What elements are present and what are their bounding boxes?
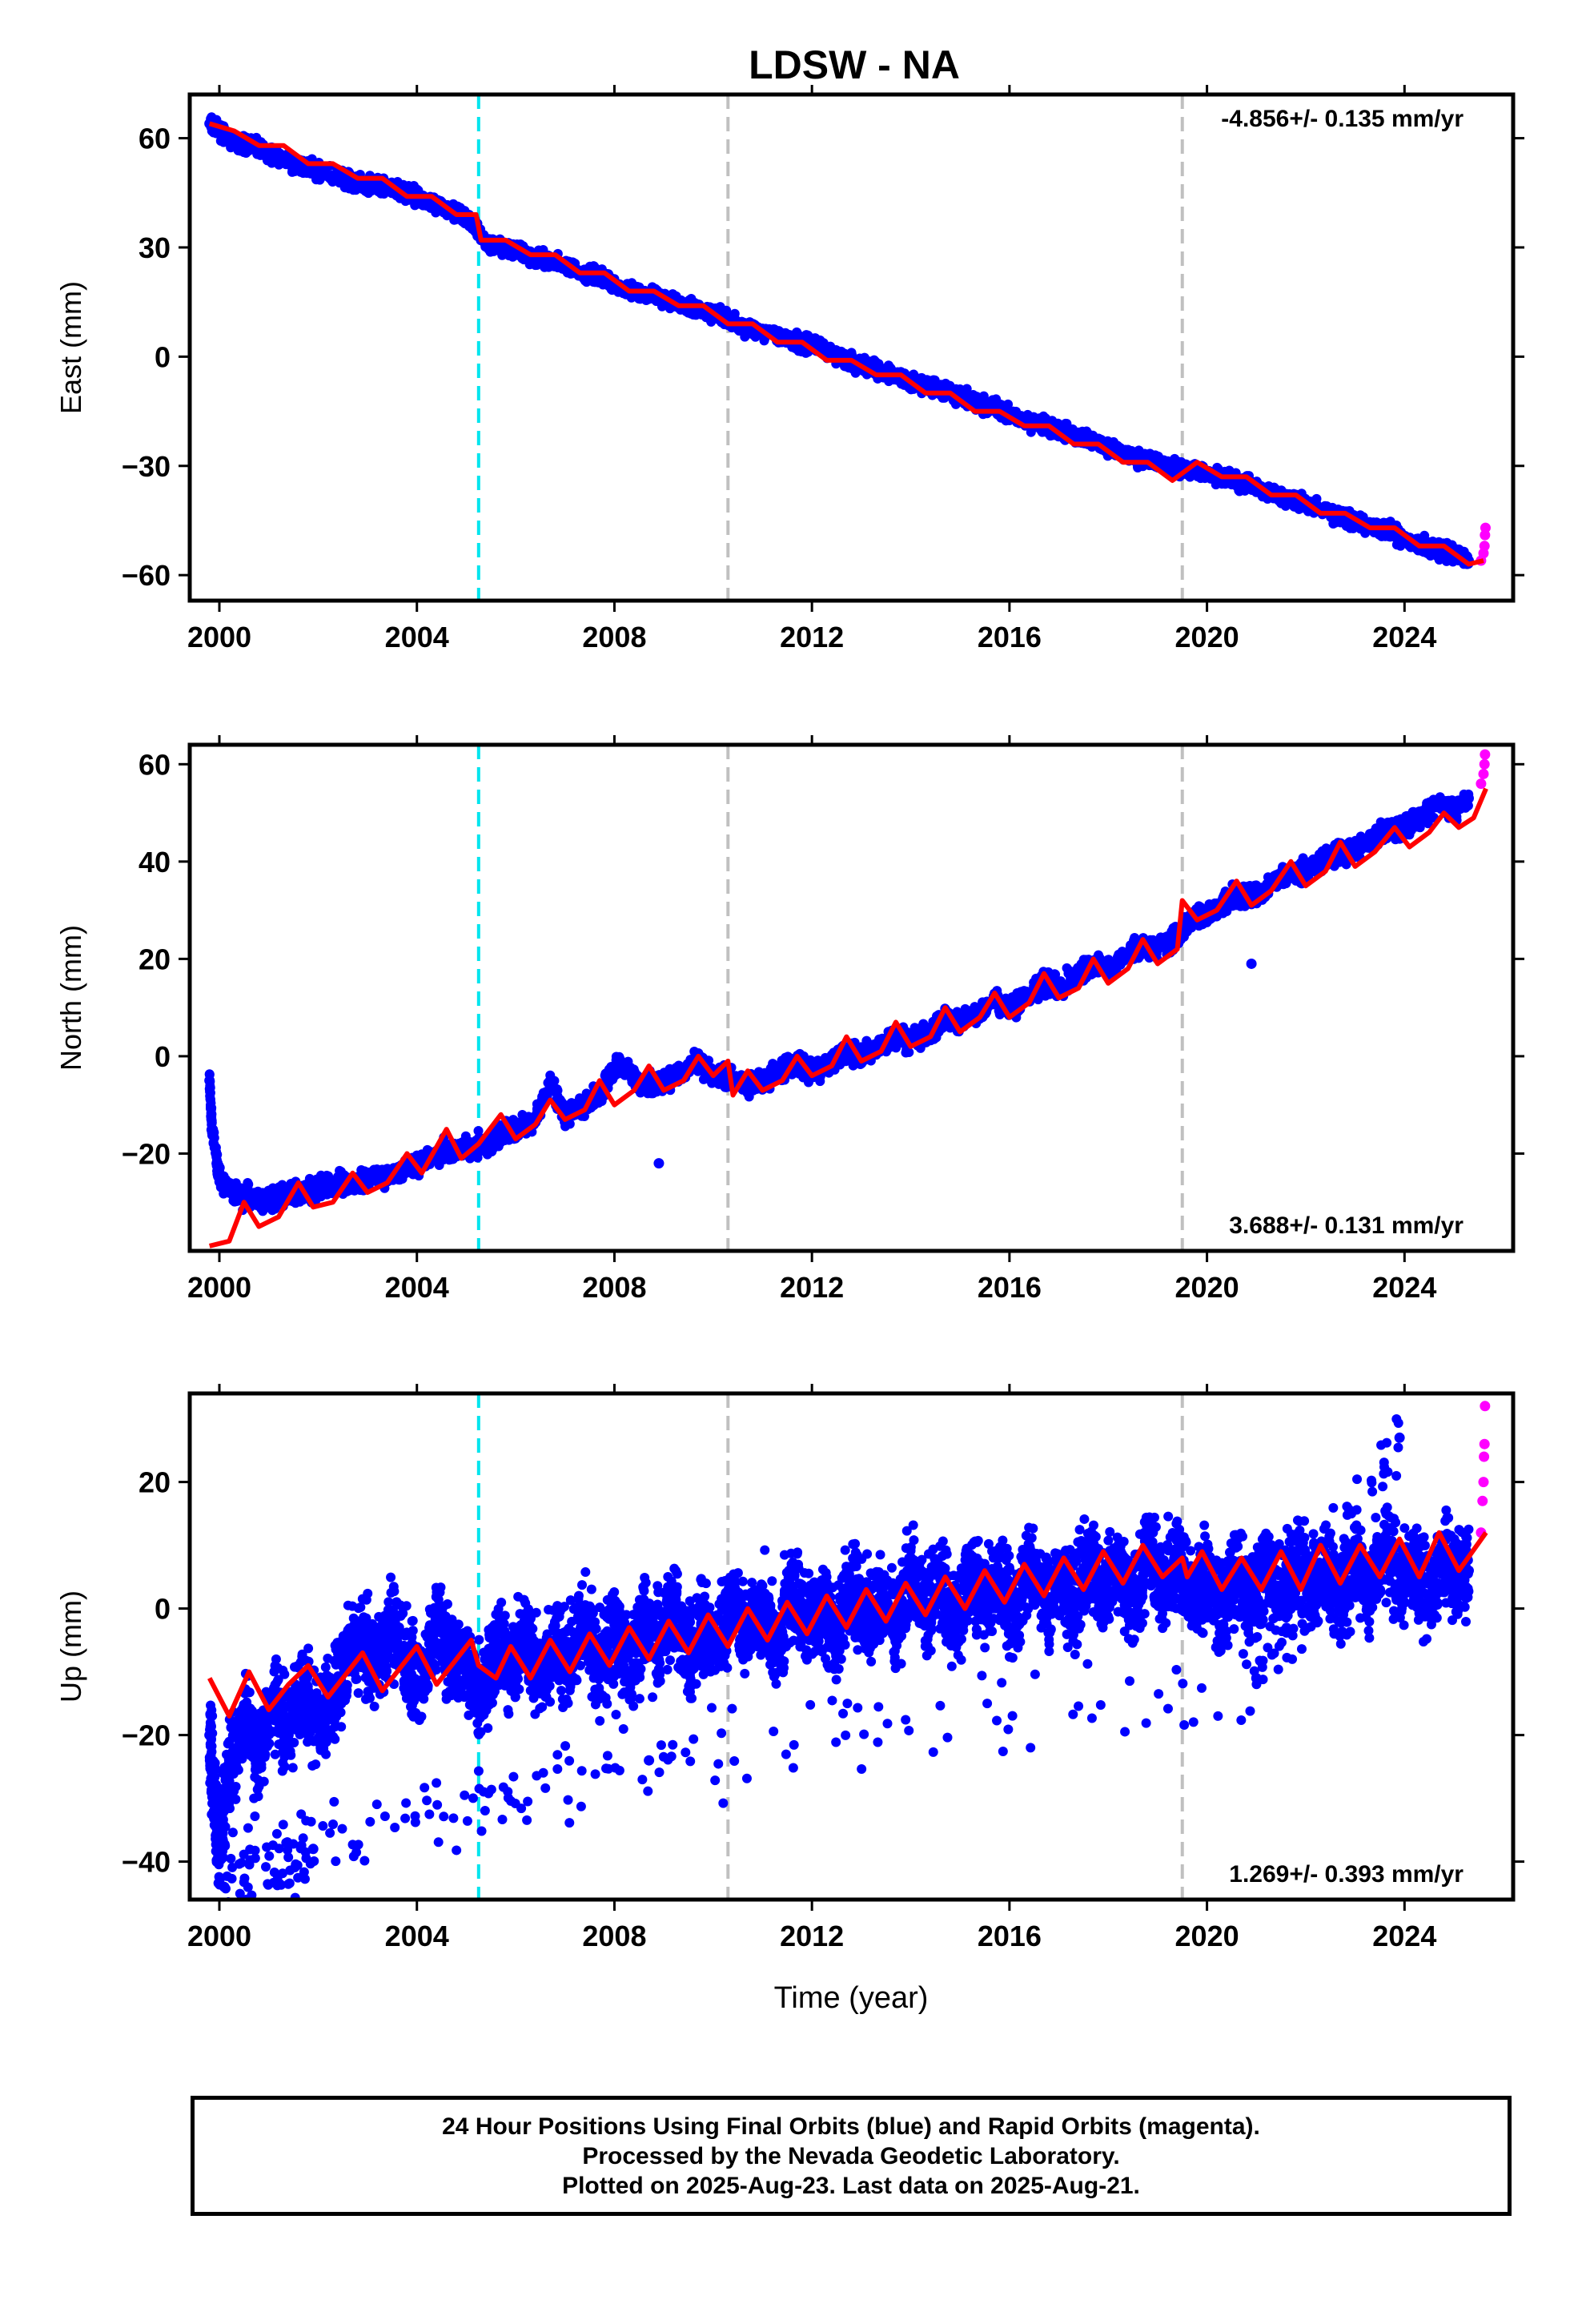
final-point bbox=[909, 369, 919, 380]
y-tick-label: −30 bbox=[122, 450, 171, 483]
rapid-orbit-series bbox=[1476, 522, 1491, 566]
final-point bbox=[1441, 556, 1452, 566]
final-point bbox=[1358, 512, 1368, 522]
final-point bbox=[869, 355, 879, 365]
rapid-point bbox=[1479, 541, 1490, 552]
y-axis-label: East (mm) bbox=[54, 281, 87, 414]
final-point bbox=[1236, 479, 1247, 490]
x-tick-label: 2012 bbox=[780, 621, 844, 653]
final-point bbox=[318, 165, 329, 176]
y-tick-label: 60 bbox=[139, 123, 171, 155]
final-point bbox=[496, 242, 507, 253]
final-point bbox=[204, 1084, 215, 1094]
final-point bbox=[544, 256, 556, 267]
final-point bbox=[783, 1051, 793, 1062]
panel-frame bbox=[187, 92, 1516, 603]
model-fit-line bbox=[208, 121, 1484, 567]
final-point bbox=[229, 136, 240, 147]
final-point bbox=[1293, 500, 1303, 510]
final-point bbox=[974, 398, 986, 409]
rapid-point bbox=[1480, 522, 1491, 533]
final-point bbox=[243, 1177, 253, 1188]
final-point bbox=[967, 393, 978, 404]
final-point bbox=[520, 1117, 530, 1128]
x-tick-label: 2000 bbox=[187, 621, 251, 653]
final-point bbox=[744, 1092, 754, 1102]
final-point bbox=[1073, 431, 1084, 442]
final-point bbox=[933, 380, 943, 391]
final-point bbox=[340, 183, 351, 193]
panels: 2000 2004 2008 2012 2016 2020 2024 60 30 0 −30 −60 E… bbox=[54, 85, 1524, 1952]
final-point bbox=[206, 1104, 216, 1114]
chart-title: LDSW - NA bbox=[749, 42, 960, 87]
plot-area-east bbox=[204, 94, 1491, 601]
final-point bbox=[219, 137, 229, 147]
x-tick-label: 2016 bbox=[978, 621, 1042, 653]
final-point-cloud bbox=[204, 789, 1474, 1216]
final-point bbox=[211, 1152, 222, 1162]
final-point bbox=[721, 305, 732, 316]
plot-area-north bbox=[204, 745, 1491, 1251]
y-tick-label: −60 bbox=[122, 559, 171, 592]
final-point bbox=[619, 1063, 629, 1074]
final-point bbox=[288, 158, 299, 169]
final-point bbox=[941, 378, 951, 388]
final-point bbox=[482, 1149, 492, 1160]
final-point bbox=[205, 1094, 215, 1104]
final-point bbox=[748, 329, 758, 340]
final-point bbox=[356, 1165, 367, 1176]
final-point bbox=[797, 1071, 808, 1081]
final-point bbox=[337, 173, 348, 184]
final-point-cloud bbox=[205, 112, 1474, 569]
final-point bbox=[211, 1142, 221, 1152]
final-point bbox=[826, 348, 837, 359]
y-tick-label: 0 bbox=[155, 340, 171, 373]
x-tick-label: 2008 bbox=[582, 621, 646, 653]
final-point bbox=[1328, 519, 1339, 529]
final-point bbox=[1122, 449, 1134, 460]
x-tick-label: 2004 bbox=[385, 621, 449, 653]
final-point bbox=[663, 1067, 673, 1077]
x-tick-label: 2020 bbox=[1175, 621, 1239, 653]
x-tick-label: 2024 bbox=[1372, 621, 1436, 653]
final-point bbox=[1385, 517, 1395, 528]
panel-east: 2000 2004 2008 2012 2016 2020 2024 60 30 0 −30 −60 E… bbox=[54, 85, 1524, 653]
final-point bbox=[759, 336, 769, 346]
final-point bbox=[925, 380, 936, 392]
final-point bbox=[273, 151, 284, 162]
final-point bbox=[360, 186, 371, 196]
rate-label: -4.856+/- 0.135 mm/yr bbox=[1221, 106, 1464, 132]
final-point bbox=[327, 176, 338, 187]
final-point bbox=[861, 1035, 872, 1046]
panel-north: 2000 2004 2008 2012 2016 2020 20246040200−20No… bbox=[54, 735, 1524, 1304]
final-point bbox=[222, 1180, 232, 1190]
final-point bbox=[466, 216, 477, 227]
final-point bbox=[367, 180, 378, 191]
y-tick-label: 30 bbox=[139, 231, 171, 264]
